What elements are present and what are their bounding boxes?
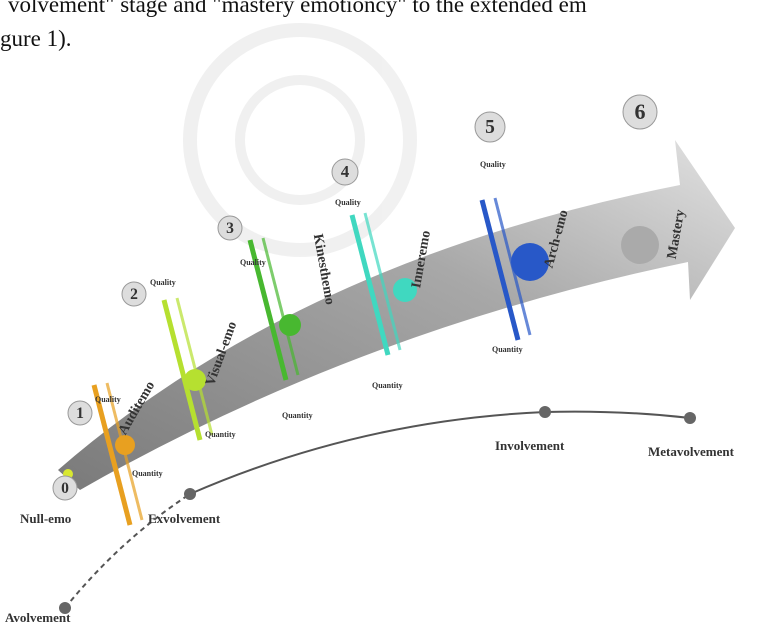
curve-label: Avolvement: [5, 610, 71, 625]
stage-number: 2: [130, 286, 138, 303]
curve-node: [184, 488, 196, 500]
stage-dot: [184, 369, 206, 391]
quality-label: Quality: [240, 258, 266, 267]
curve-label: Metavolvement: [648, 444, 735, 459]
curve-label: Involvement: [495, 438, 565, 453]
stage-dot: [279, 314, 301, 336]
stage-number: 6: [634, 99, 645, 124]
quantity-label: Quantity: [205, 430, 236, 439]
stage-dot: [621, 226, 659, 264]
quality-label: Quality: [480, 160, 506, 169]
curve-node: [684, 412, 696, 424]
quantity-label: Quantity: [132, 469, 163, 478]
figure: Null-emo Avolvement Exvolvement Involvement…: [0, 0, 779, 625]
curve-label: Exvolvement: [148, 511, 221, 526]
quality-label: Quality: [150, 278, 176, 287]
stage-number: 0: [61, 480, 69, 497]
watermark: [190, 30, 410, 250]
stage-number: 1: [76, 405, 84, 422]
curve-node: [539, 406, 551, 418]
stage-dot: [115, 435, 135, 455]
quantity-label: Quantity: [282, 411, 313, 420]
stage-number: 5: [485, 117, 495, 138]
curve-label: Null-emo: [20, 511, 71, 526]
curve: [190, 412, 690, 494]
quantity-label: Quantity: [492, 345, 523, 354]
quality-label: Quality: [335, 198, 361, 207]
page: volvement" stage and "mastery emotioncy"…: [0, 0, 779, 625]
quality-label: Quality: [95, 395, 121, 404]
quantity-label: Quantity: [372, 381, 403, 390]
stage-number: 4: [341, 162, 350, 181]
stage-number: 3: [226, 220, 234, 237]
